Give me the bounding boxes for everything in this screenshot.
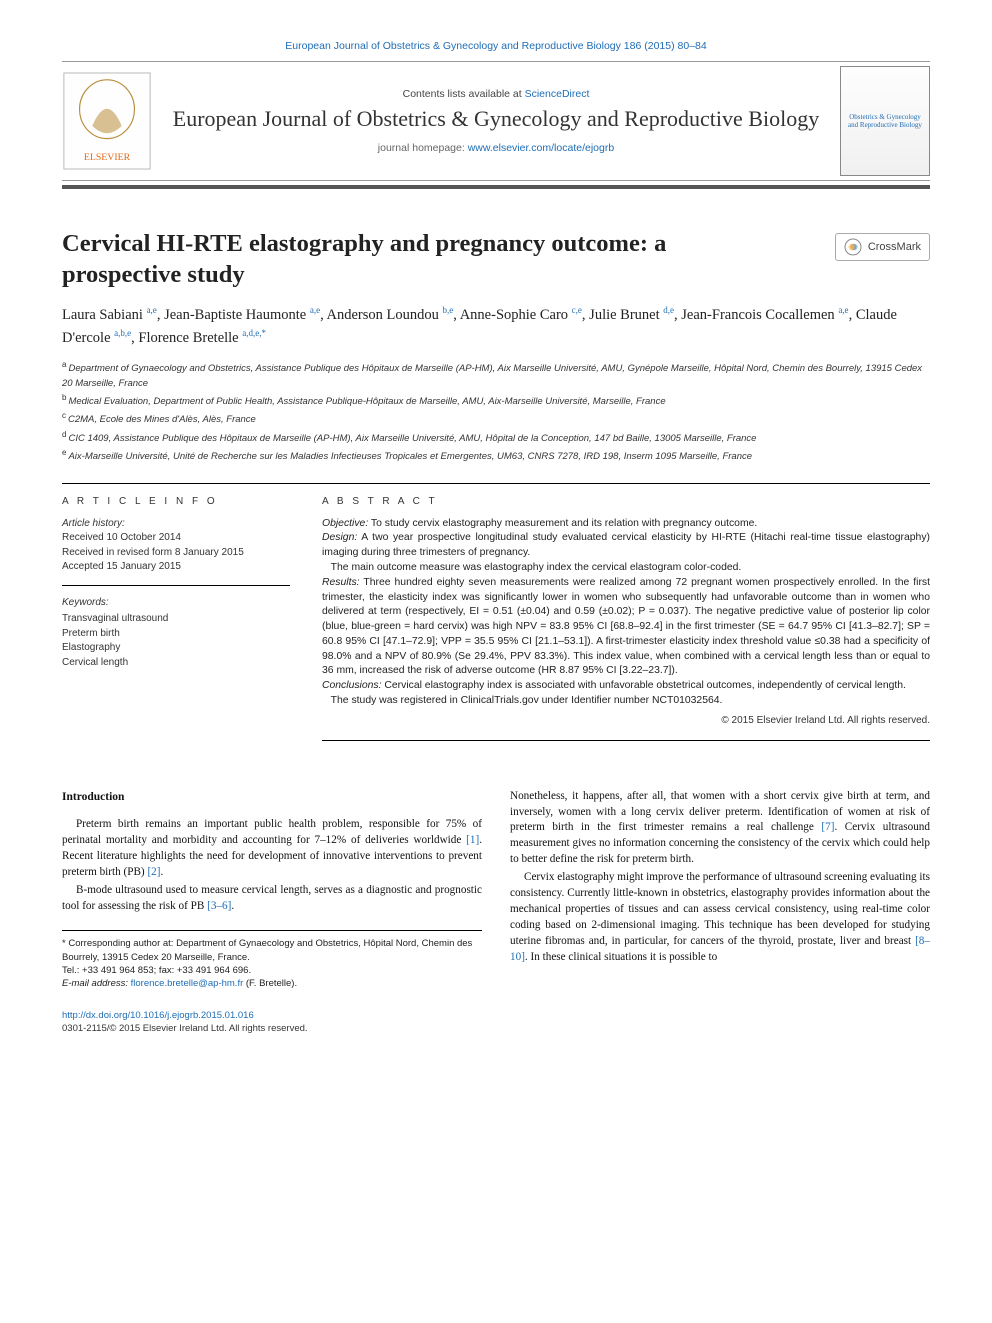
intro-p3: Nonetheless, it happens, after all, that… bbox=[510, 789, 930, 869]
history-accepted: Accepted 15 January 2015 bbox=[62, 561, 181, 572]
abstract-registration: The study was registered in ClinicalTria… bbox=[331, 695, 723, 706]
p1-text: Preterm birth remains an important publi… bbox=[62, 818, 482, 846]
abstract-conclusions: Cervical elastography index is associate… bbox=[382, 680, 906, 691]
crossmark-icon bbox=[844, 238, 862, 256]
ref-7[interactable]: [7] bbox=[821, 821, 834, 833]
abstract-objective-label: Objective: bbox=[322, 518, 368, 529]
article-info-sidebar: A R T I C L E I N F O Article history: R… bbox=[62, 484, 290, 741]
sciencedirect-link[interactable]: ScienceDirect bbox=[525, 88, 590, 100]
crossmark-label: CrossMark bbox=[868, 241, 921, 253]
corresponding-author-footnote: * Corresponding author at: Department of… bbox=[62, 930, 482, 990]
article-history: Article history: Received 10 October 201… bbox=[62, 517, 290, 586]
p2-text: B-mode ultrasound used to measure cervic… bbox=[62, 884, 482, 912]
author-list: Laura Sabiani a,e, Jean-Baptiste Haumont… bbox=[62, 304, 930, 349]
intro-p2: B-mode ultrasound used to measure cervic… bbox=[62, 883, 482, 915]
issn-copyright: 0301-2115/© 2015 Elsevier Ireland Ltd. A… bbox=[62, 1023, 308, 1034]
keywords-block: Keywords: Transvaginal ultrasoundPreterm… bbox=[62, 596, 290, 671]
article-body: Introduction Preterm birth remains an im… bbox=[62, 789, 930, 991]
ref-3-6[interactable]: [3–6] bbox=[207, 900, 231, 912]
intro-p1: Preterm birth remains an important publi… bbox=[62, 817, 482, 881]
abstract-results: Three hundred eighty seven measurements … bbox=[322, 577, 930, 677]
masthead: ELSEVIER Contents lists available at Sci… bbox=[62, 61, 930, 181]
doi-link[interactable]: http://dx.doi.org/10.1016/j.ejogrb.2015.… bbox=[62, 1010, 254, 1021]
elsevier-logo: ELSEVIER bbox=[62, 72, 152, 170]
abstract-heading: A B S T R A C T bbox=[322, 496, 930, 507]
abstract-copyright: © 2015 Elsevier Ireland Ltd. All rights … bbox=[322, 715, 930, 726]
journal-cover-thumbnail: Obstetrics & Gynecology and Reproductive… bbox=[840, 66, 930, 176]
journal-name: European Journal of Obstetrics & Gynecol… bbox=[164, 106, 828, 132]
corr-email-link[interactable]: florence.bretelle@ap-hm.fr bbox=[131, 978, 244, 989]
header-citation: European Journal of Obstetrics & Gynecol… bbox=[285, 40, 706, 52]
abstract: A B S T R A C T Objective: To study cerv… bbox=[322, 484, 930, 741]
abstract-objective: To study cervix elastography measurement… bbox=[368, 518, 757, 529]
p2b-text: . bbox=[231, 900, 234, 912]
homepage-prefix: journal homepage: bbox=[378, 142, 468, 154]
keyword-item: Transvaginal ultrasound bbox=[62, 612, 290, 627]
corr-email-suffix: (F. Bretelle). bbox=[243, 978, 297, 989]
abstract-design: A two year prospective longitudinal stud… bbox=[322, 532, 930, 558]
svg-text:ELSEVIER: ELSEVIER bbox=[84, 152, 131, 163]
journal-homepage-link[interactable]: www.elsevier.com/locate/ejogrb bbox=[468, 142, 614, 154]
corr-tel: Tel.: +33 491 964 853; fax: +33 491 964 … bbox=[62, 964, 482, 977]
abstract-design-label: Design: bbox=[322, 532, 357, 543]
keywords-label: Keywords: bbox=[62, 596, 290, 611]
history-label: Article history: bbox=[62, 518, 125, 529]
contents-prefix: Contents lists available at bbox=[403, 88, 525, 100]
affiliation-item: aDepartment of Gynaecology and Obstetric… bbox=[62, 359, 930, 391]
p4b-text: . In these clinical situations it is pos… bbox=[525, 951, 717, 963]
p4a-text: Cervix elastography might improve the pe… bbox=[510, 871, 930, 947]
intro-heading: Introduction bbox=[62, 789, 482, 805]
contents-available-line: Contents lists available at ScienceDirec… bbox=[164, 88, 828, 100]
affiliation-item: dCIC 1409, Assistance Publique des Hôpit… bbox=[62, 429, 930, 446]
article-title: Cervical HI-RTE elastography and pregnan… bbox=[62, 229, 782, 290]
masthead-rule bbox=[62, 185, 930, 189]
crossmark-badge[interactable]: CrossMark bbox=[835, 233, 930, 261]
abstract-outcome: The main outcome measure was elastograph… bbox=[331, 562, 742, 573]
corr-email-label: E-mail address: bbox=[62, 978, 131, 989]
keyword-item: Preterm birth bbox=[62, 627, 290, 642]
abstract-conclusions-label: Conclusions: bbox=[322, 680, 382, 691]
abstract-results-label: Results: bbox=[322, 577, 360, 588]
affiliation-item: eAix-Marseille Université, Unité de Rech… bbox=[62, 447, 930, 464]
affiliations: aDepartment of Gynaecology and Obstetric… bbox=[62, 359, 930, 464]
history-revised: Received in revised form 8 January 2015 bbox=[62, 547, 244, 558]
history-received: Received 10 October 2014 bbox=[62, 532, 181, 543]
ref-2[interactable]: [2] bbox=[147, 866, 160, 878]
keyword-item: Elastography bbox=[62, 641, 290, 656]
journal-cover-text: Obstetrics & Gynecology and Reproductive… bbox=[841, 109, 929, 133]
journal-homepage-line: journal homepage: www.elsevier.com/locat… bbox=[164, 142, 828, 154]
keyword-item: Cervical length bbox=[62, 656, 290, 671]
corr-text: Corresponding author at: Department of G… bbox=[62, 938, 472, 962]
page-footer: http://dx.doi.org/10.1016/j.ejogrb.2015.… bbox=[62, 1009, 930, 1036]
affiliation-item: bMedical Evaluation, Department of Publi… bbox=[62, 392, 930, 409]
p1c-text: . bbox=[161, 866, 164, 878]
ref-1[interactable]: [1] bbox=[466, 834, 479, 846]
affiliation-item: cC2MA, Ecole des Mines d'Alès, Alès, Fra… bbox=[62, 410, 930, 427]
abstract-body: Objective: To study cervix elastography … bbox=[322, 517, 930, 709]
intro-p4: Cervix elastography might improve the pe… bbox=[510, 870, 930, 965]
article-info-heading: A R T I C L E I N F O bbox=[62, 496, 290, 507]
